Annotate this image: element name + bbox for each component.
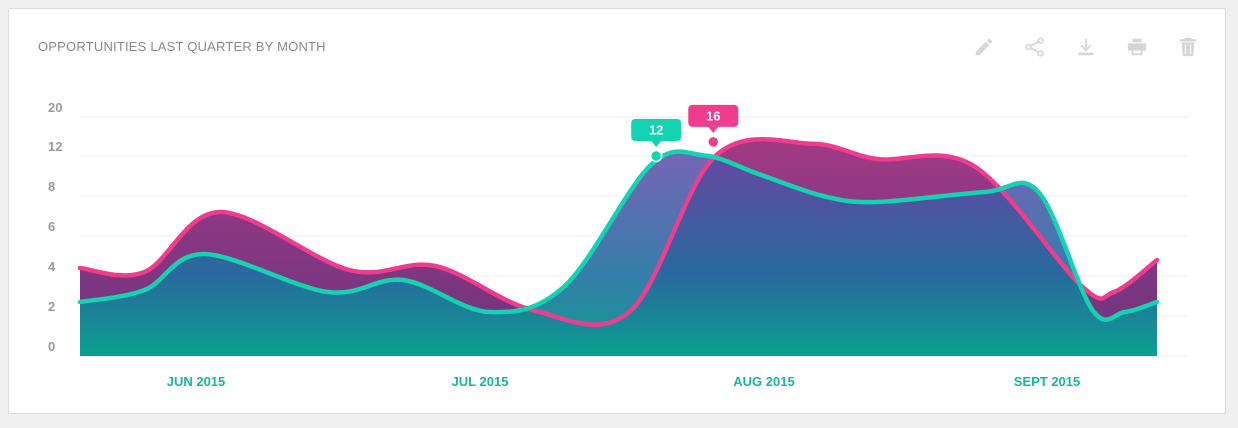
share-icon[interactable] (1024, 36, 1046, 58)
x-tick-label: SEPT 2015 (1014, 374, 1081, 389)
y-tick-label: 20 (48, 100, 62, 115)
data-callout[interactable]: 16 (688, 104, 739, 149)
data-point-marker[interactable] (649, 149, 663, 163)
data-point-marker[interactable] (707, 135, 720, 149)
tooltip-value: 16 (706, 108, 720, 123)
y-tick-label: 6 (48, 219, 55, 234)
tooltip-pointer (708, 126, 719, 133)
download-icon[interactable] (1075, 36, 1097, 58)
chart-title: OPPORTUNITIES LAST QUARTER BY MONTH (38, 39, 326, 54)
x-tick-label: JUN 2015 (167, 374, 226, 389)
y-tick-label: 12 (48, 139, 62, 154)
trash-icon[interactable] (1177, 36, 1199, 58)
tooltip-value: 12 (649, 123, 663, 138)
data-callout[interactable]: 12 (631, 119, 682, 163)
tooltip-box (688, 104, 739, 127)
pencil-icon[interactable] (973, 36, 995, 58)
x-tick-label: AUG 2015 (733, 374, 794, 389)
series-line-2[interactable] (77, 149, 1160, 322)
tooltip-pointer (651, 141, 662, 147)
tooltip-box (631, 119, 682, 141)
y-tick-label: 0 (48, 339, 55, 354)
print-icon[interactable] (1126, 36, 1148, 58)
chart-toolbar (973, 36, 1199, 58)
x-tick-label: JUL 2015 (452, 374, 509, 389)
series-line-1[interactable] (77, 136, 1160, 327)
y-tick-label: 4 (48, 259, 56, 274)
y-tick-label: 2 (48, 299, 55, 314)
y-tick-label: 8 (48, 179, 55, 194)
